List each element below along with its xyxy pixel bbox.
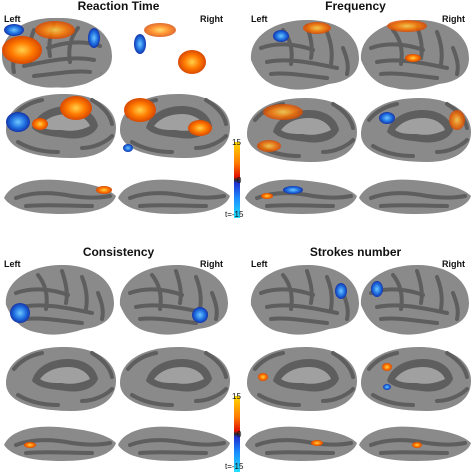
brain-surface-maps — [2, 263, 232, 463]
left-hemisphere-label: Left — [251, 259, 268, 269]
right-hemisphere-label: Right — [442, 259, 465, 269]
right-hemisphere-label: Right — [200, 259, 223, 269]
brain-surface-maps — [243, 263, 473, 463]
brain-surface-maps — [243, 18, 473, 216]
brain-surface-maps — [0, 16, 232, 216]
colorbar-max-label: 15 — [232, 392, 241, 401]
panel-title: Frequency — [325, 0, 386, 13]
left-hemisphere-label: Left — [4, 14, 21, 24]
panel-title: Consistency — [82, 245, 155, 259]
panel-title: Reaction Time — [77, 0, 160, 13]
panel-consistency: Consistency Left Right — [0, 237, 237, 474]
colorbar — [234, 142, 240, 218]
panel-reaction-time: Reaction Time Left Right — [0, 0, 237, 237]
panel-strokes-number: Strokes number Left Right — [237, 237, 474, 474]
colorbar-zero-label: 0 — [237, 430, 242, 439]
colorbar-min-label: t=-15 — [225, 210, 244, 219]
left-hemisphere-label: Left — [251, 14, 268, 24]
left-hemisphere-label: Left — [4, 259, 21, 269]
colorbar-min-label: t=-15 — [225, 462, 244, 471]
panel-title: Strokes number — [309, 245, 402, 259]
colorbar-max-label: 15 — [232, 138, 241, 147]
right-hemisphere-label: Right — [442, 14, 465, 24]
right-hemisphere-label: Right — [200, 14, 223, 24]
colorbar-zero-label: 0 — [237, 176, 242, 185]
colorbar — [234, 396, 240, 472]
panel-frequency: Frequency Left Right — [237, 0, 474, 237]
